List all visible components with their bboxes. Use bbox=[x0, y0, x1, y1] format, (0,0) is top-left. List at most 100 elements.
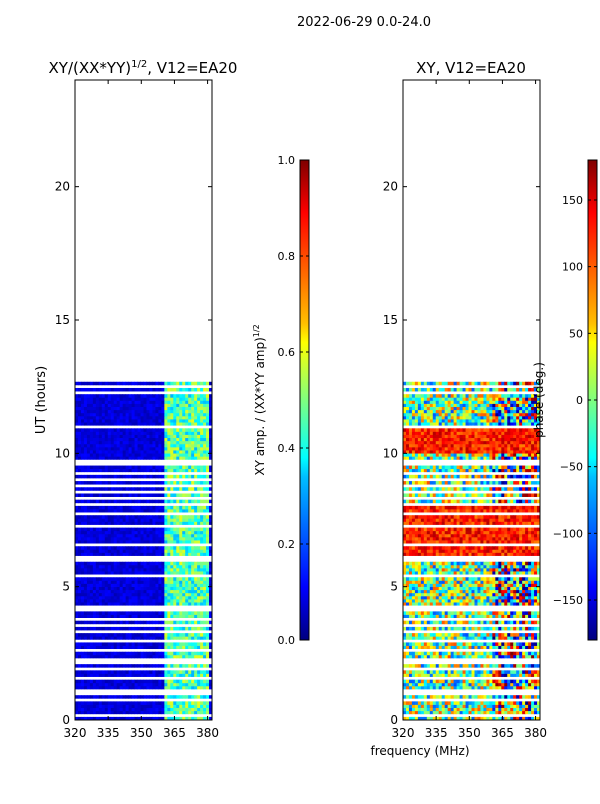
heatmap-cell bbox=[111, 655, 114, 659]
heatmap-cell bbox=[179, 534, 182, 538]
heatmap-cell bbox=[123, 475, 126, 479]
heatmap-cell bbox=[472, 670, 475, 674]
heatmap-cell bbox=[188, 456, 191, 460]
heatmap-cell bbox=[167, 627, 170, 631]
heatmap-cell bbox=[99, 428, 102, 432]
heatmap-cell bbox=[513, 583, 516, 587]
heatmap-cell bbox=[87, 599, 90, 603]
heatmap-cell bbox=[170, 413, 173, 417]
heatmap-cell bbox=[141, 673, 144, 677]
heatmap-cell bbox=[126, 540, 129, 544]
heatmap-cell bbox=[129, 664, 132, 668]
heatmap-cell bbox=[129, 416, 132, 420]
heatmap-cell bbox=[78, 481, 81, 485]
heatmap-cell bbox=[149, 493, 152, 497]
heatmap-cell bbox=[442, 655, 445, 659]
heatmap-cell bbox=[158, 587, 161, 591]
heatmap-cell bbox=[167, 450, 170, 454]
heatmap-cell bbox=[102, 562, 105, 566]
heatmap-cell bbox=[501, 627, 504, 631]
heatmap-cell bbox=[182, 587, 185, 591]
heatmap-cell bbox=[75, 571, 78, 575]
heatmap-cell bbox=[126, 549, 129, 553]
heatmap-cell bbox=[200, 447, 203, 451]
heatmap-cell bbox=[430, 673, 433, 677]
heatmap-cell bbox=[84, 481, 87, 485]
heatmap-cell bbox=[176, 664, 179, 668]
heatmap-cell bbox=[117, 568, 120, 572]
heatmap-cell bbox=[427, 602, 430, 606]
heatmap-cell bbox=[155, 444, 158, 448]
left-colorbar-gradient bbox=[300, 160, 309, 640]
heatmap-cell bbox=[498, 701, 501, 705]
heatmap-cell bbox=[111, 552, 114, 556]
heatmap-cell bbox=[99, 621, 102, 625]
heatmap-cell bbox=[415, 686, 418, 690]
heatmap-cell bbox=[108, 708, 111, 712]
heatmap-cell bbox=[117, 655, 120, 659]
heatmap-cell bbox=[96, 680, 99, 684]
heatmap-cell bbox=[197, 447, 200, 451]
heatmap-cell bbox=[155, 673, 158, 677]
heatmap-cell bbox=[203, 577, 206, 581]
heatmap-cell bbox=[141, 534, 144, 538]
heatmap-cell bbox=[194, 382, 197, 386]
heatmap-cell bbox=[75, 515, 78, 519]
heatmap-cell bbox=[81, 552, 84, 556]
heatmap-cell bbox=[194, 621, 197, 625]
heatmap-cell bbox=[173, 428, 176, 432]
heatmap-cell bbox=[519, 580, 522, 584]
heatmap-cell bbox=[203, 686, 206, 690]
heatmap-cell bbox=[144, 400, 147, 404]
heatmap-cell bbox=[123, 388, 126, 392]
heatmap-cell bbox=[412, 670, 415, 674]
heatmap-cell bbox=[477, 596, 480, 600]
heatmap-cell bbox=[176, 633, 179, 637]
heatmap-cell bbox=[200, 407, 203, 411]
heatmap-cell bbox=[182, 456, 185, 460]
heatmap-cell bbox=[519, 680, 522, 684]
heatmap-cell bbox=[105, 506, 108, 510]
heatmap-cell bbox=[421, 577, 424, 581]
heatmap-cell bbox=[114, 580, 117, 584]
heatmap-cell bbox=[164, 487, 167, 491]
heatmap-cell bbox=[436, 580, 439, 584]
heatmap-cell bbox=[182, 701, 185, 705]
heatmap-cell bbox=[403, 599, 406, 603]
heatmap-cell bbox=[185, 422, 188, 426]
heatmap-cell bbox=[146, 593, 149, 597]
heatmap-cell bbox=[78, 447, 81, 451]
heatmap-cell bbox=[155, 394, 158, 398]
heatmap-cell bbox=[84, 469, 87, 473]
heatmap-cell bbox=[120, 711, 123, 715]
heatmap-cell bbox=[129, 673, 132, 677]
heatmap-cell bbox=[191, 552, 194, 556]
heatmap-cell bbox=[460, 708, 463, 712]
heatmap-cell bbox=[84, 509, 87, 513]
heatmap-cell bbox=[149, 599, 152, 603]
heatmap-cell bbox=[531, 642, 534, 646]
heatmap-cell bbox=[144, 493, 147, 497]
heatmap-cell bbox=[182, 695, 185, 699]
heatmap-cell bbox=[469, 590, 472, 594]
heatmap-cell bbox=[138, 403, 141, 407]
heatmap-cell bbox=[117, 537, 120, 541]
heatmap-cell bbox=[197, 686, 200, 690]
heatmap-cell bbox=[486, 711, 489, 715]
heatmap-cell bbox=[439, 580, 442, 584]
heatmap-cell bbox=[167, 540, 170, 544]
heatmap-cell bbox=[492, 636, 495, 640]
heatmap-cell bbox=[170, 410, 173, 414]
heatmap-cell bbox=[111, 534, 114, 538]
heatmap-cell bbox=[138, 602, 141, 606]
heatmap-cell bbox=[486, 670, 489, 674]
heatmap-cell bbox=[534, 599, 537, 603]
heatmap-cell bbox=[176, 704, 179, 708]
heatmap-cell bbox=[78, 500, 81, 504]
heatmap-cell bbox=[203, 664, 206, 668]
heatmap-cell bbox=[105, 534, 108, 538]
heatmap-cell bbox=[152, 428, 155, 432]
heatmap-cell bbox=[409, 664, 412, 668]
heatmap-cell bbox=[188, 450, 191, 454]
heatmap-cell bbox=[176, 686, 179, 690]
